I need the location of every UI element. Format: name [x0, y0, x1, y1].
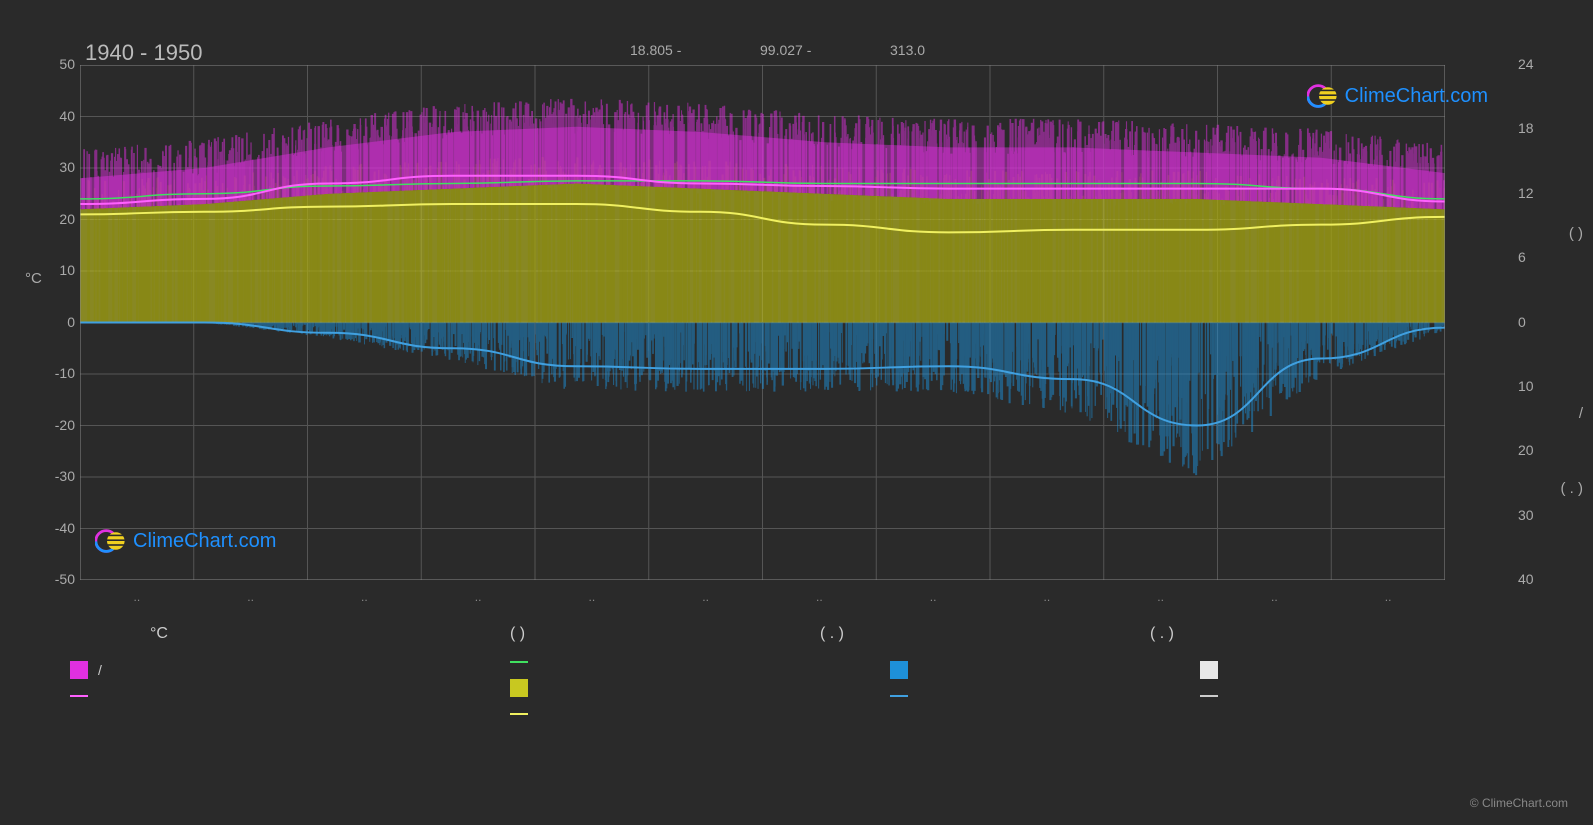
y-tick-left: -40 — [30, 520, 75, 536]
legend-swatch-line — [1200, 695, 1218, 697]
legend: °C ( ) ( . ) ( . ) / — [70, 625, 1520, 715]
legend-item — [1200, 661, 1228, 679]
y-tick-right: 12 — [1518, 185, 1563, 201]
y-axis-right-upper-label: ( ) — [1569, 225, 1583, 242]
x-tick: .. — [702, 590, 709, 604]
legend-swatch-box — [510, 679, 528, 697]
y-tick-right: 18 — [1518, 120, 1563, 136]
x-tick: .. — [589, 590, 596, 604]
x-tick: .. — [1271, 590, 1278, 604]
x-tick: .. — [816, 590, 823, 604]
header-lat: 18.805 - — [630, 42, 681, 58]
y-tick-right: 24 — [1518, 56, 1563, 72]
legend-item — [510, 679, 890, 697]
legend-header-4: ( . ) — [1150, 625, 1174, 643]
y-tick-left: 30 — [30, 159, 75, 175]
x-tick: .. — [475, 590, 482, 604]
logo-text: ClimeChart.com — [133, 530, 276, 553]
legend-item — [510, 713, 890, 715]
x-tick: .. — [134, 590, 141, 604]
y-tick-right: 10 — [1518, 378, 1563, 394]
y-tick-left: 10 — [30, 262, 75, 278]
legend-headers: °C ( ) ( . ) ( . ) — [70, 625, 1520, 643]
legend-col-2 — [510, 661, 890, 715]
climechart-logo-icon — [1307, 80, 1339, 112]
climechart-logo-icon — [95, 525, 127, 557]
y-tick-right: 0 — [1518, 314, 1563, 330]
legend-swatch-box — [1200, 661, 1218, 679]
y-tick-left: -30 — [30, 468, 75, 484]
header-lon: 99.027 - — [760, 42, 811, 58]
y-tick-right: 20 — [1518, 442, 1563, 458]
x-tick: .. — [930, 590, 937, 604]
legend-item — [890, 661, 1200, 679]
chart-plot-area — [80, 65, 1445, 580]
legend-item — [1200, 695, 1228, 697]
legend-item — [70, 695, 510, 697]
y-tick-right: 30 — [1518, 507, 1563, 523]
y-tick-right: 6 — [1518, 249, 1563, 265]
y-tick-left: 40 — [30, 108, 75, 124]
y-tick-left: -10 — [30, 365, 75, 381]
legend-col-1: / — [70, 661, 510, 715]
y-axis-right: 2418126010203040 — [1518, 65, 1563, 580]
y-axis-left: 50403020100-10-20-30-40-50 — [30, 65, 75, 580]
y-tick-left: 20 — [30, 211, 75, 227]
legend-item — [890, 695, 1200, 697]
y-tick-right: 40 — [1518, 571, 1563, 587]
y-tick-left: -50 — [30, 571, 75, 587]
x-tick: .. — [1385, 590, 1392, 604]
legend-label: / — [98, 662, 102, 678]
legend-swatch-line — [510, 661, 528, 663]
logo-text: ClimeChart.com — [1345, 85, 1488, 108]
legend-item: / — [70, 661, 510, 679]
copyright: © ClimeChart.com — [1470, 796, 1568, 810]
legend-header-3: ( . ) — [820, 625, 1150, 643]
legend-swatch-box — [70, 661, 88, 679]
logo-top-right: ClimeChart.com — [1307, 80, 1488, 112]
y-tick-left: -20 — [30, 417, 75, 433]
logo-bottom-left: ClimeChart.com — [95, 525, 276, 557]
legend-col-4 — [1200, 661, 1228, 715]
legend-swatch-line — [510, 713, 528, 715]
legend-header-2: ( ) — [510, 625, 820, 643]
legend-swatch-line — [890, 695, 908, 697]
y-axis-right-lower-label: / — [1579, 405, 1583, 422]
y-axis-right-lower-label2: ( . ) — [1561, 480, 1584, 497]
legend-swatch-line — [70, 695, 88, 697]
header-elev: 313.0 — [890, 42, 925, 58]
legend-header-1: °C — [150, 625, 510, 643]
chart-canvas — [80, 65, 1445, 580]
y-tick-left: 50 — [30, 56, 75, 72]
chart-title: 1940 - 1950 — [85, 40, 202, 66]
x-tick: .. — [247, 590, 254, 604]
x-tick: .. — [1044, 590, 1051, 604]
legend-col-3 — [890, 661, 1200, 715]
y-tick-left: 0 — [30, 314, 75, 330]
x-tick: .. — [361, 590, 368, 604]
legend-item — [510, 661, 890, 663]
legend-swatch-box — [890, 661, 908, 679]
x-tick: .. — [1157, 590, 1164, 604]
